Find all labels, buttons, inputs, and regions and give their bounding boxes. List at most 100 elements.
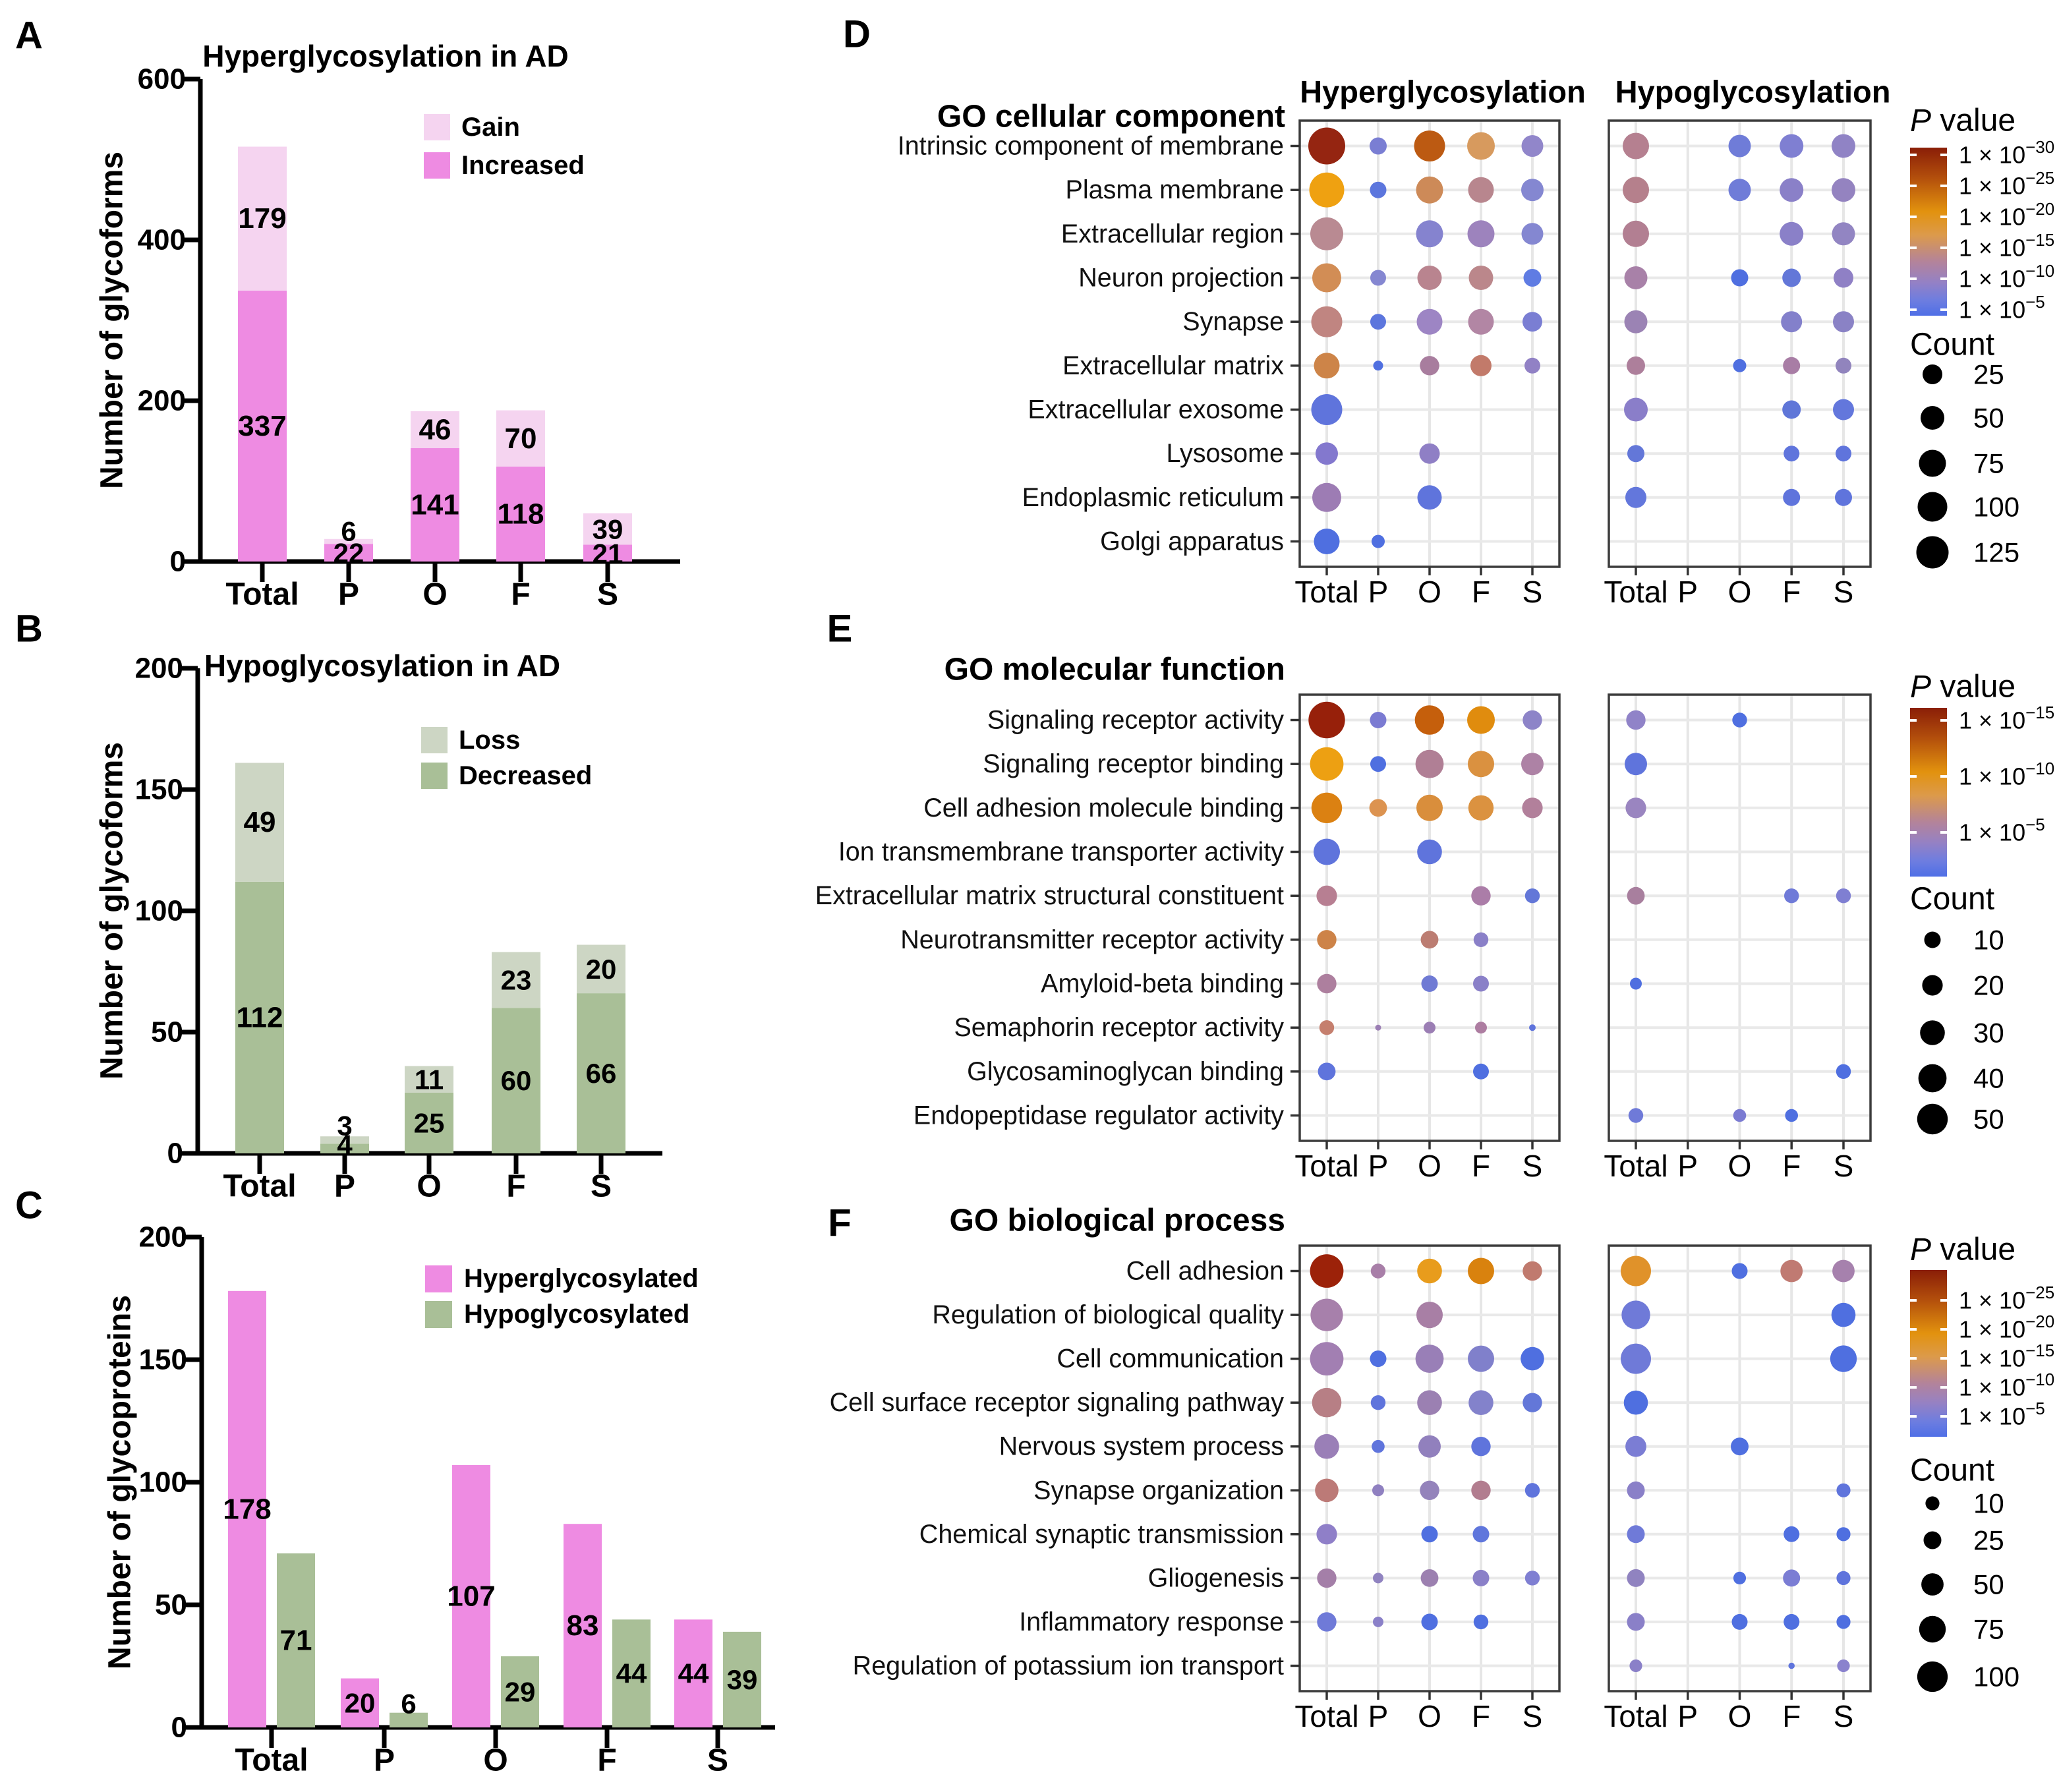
svg-text:1 × 10−5: 1 × 10−5 bbox=[1959, 815, 2045, 846]
svg-text:71: 71 bbox=[280, 1624, 312, 1656]
svg-text:50: 50 bbox=[1973, 1569, 2004, 1600]
svg-text:Endopeptidase regulator activi: Endopeptidase regulator activity bbox=[914, 1101, 1284, 1130]
svg-text:D: D bbox=[843, 13, 871, 56]
svg-text:Hypoglycosylation: Hypoglycosylation bbox=[1615, 74, 1891, 109]
svg-text:200: 200 bbox=[138, 385, 186, 417]
svg-text:10: 10 bbox=[1973, 1488, 2004, 1519]
svg-text:Semaphorin receptor activity: Semaphorin receptor activity bbox=[954, 1013, 1284, 1042]
svg-text:141: 141 bbox=[411, 488, 459, 521]
svg-text:Lysosome: Lysosome bbox=[1166, 439, 1284, 468]
svg-text:70: 70 bbox=[505, 422, 537, 455]
svg-text:F: F bbox=[1472, 575, 1490, 609]
svg-text:Nervous system process: Nervous system process bbox=[999, 1432, 1284, 1461]
svg-text:E: E bbox=[827, 608, 853, 650]
svg-text:20: 20 bbox=[1973, 970, 2004, 1001]
svg-text:25: 25 bbox=[1973, 1525, 2004, 1556]
svg-text:49: 49 bbox=[244, 806, 276, 838]
svg-text:Total: Total bbox=[225, 577, 299, 612]
svg-text:Count: Count bbox=[1910, 328, 1994, 362]
svg-text:P: P bbox=[334, 1169, 355, 1204]
svg-text:40: 40 bbox=[1973, 1063, 2004, 1094]
svg-text:O: O bbox=[1418, 1149, 1441, 1183]
svg-text:21: 21 bbox=[593, 538, 624, 569]
svg-text:112: 112 bbox=[237, 1001, 283, 1033]
svg-text:200: 200 bbox=[135, 652, 183, 685]
svg-text:Total: Total bbox=[1294, 1149, 1358, 1183]
svg-text:Intrinsic component of membran: Intrinsic component of membrane bbox=[898, 132, 1284, 161]
svg-text:Total: Total bbox=[1294, 1699, 1358, 1733]
svg-text:A: A bbox=[15, 14, 43, 57]
svg-text:P: P bbox=[1368, 1699, 1389, 1733]
svg-text:O: O bbox=[422, 577, 447, 612]
svg-text:P: P bbox=[1677, 1699, 1698, 1733]
svg-text:44: 44 bbox=[616, 1658, 647, 1689]
svg-text:P: P bbox=[374, 1743, 395, 1778]
svg-text:S: S bbox=[707, 1743, 728, 1778]
svg-text:39: 39 bbox=[727, 1664, 758, 1695]
svg-text:Hypoglycosylated: Hypoglycosylated bbox=[464, 1300, 689, 1329]
svg-text:1 × 10−10: 1 × 10−10 bbox=[1959, 261, 2054, 293]
svg-text:0: 0 bbox=[170, 546, 186, 578]
svg-text:C: C bbox=[15, 1184, 43, 1227]
svg-text:F: F bbox=[1782, 1699, 1801, 1733]
svg-text:179: 179 bbox=[238, 202, 286, 235]
svg-text:P: P bbox=[1368, 1149, 1389, 1183]
svg-text:Total: Total bbox=[235, 1743, 308, 1778]
svg-text:Cell adhesion: Cell adhesion bbox=[1126, 1257, 1284, 1286]
svg-text:O: O bbox=[483, 1743, 508, 1778]
svg-text:O: O bbox=[1728, 1699, 1752, 1733]
svg-text:75: 75 bbox=[1973, 448, 2004, 479]
svg-text:B: B bbox=[15, 608, 43, 650]
svg-text:Signaling receptor binding: Signaling receptor binding bbox=[983, 749, 1284, 778]
svg-text:F: F bbox=[1782, 575, 1801, 609]
svg-text:Extracellular matrix structura: Extracellular matrix structural constitu… bbox=[815, 881, 1284, 910]
svg-text:60: 60 bbox=[501, 1065, 532, 1096]
svg-text:O: O bbox=[1728, 575, 1752, 609]
svg-text:150: 150 bbox=[135, 774, 183, 806]
svg-text:Decreased: Decreased bbox=[459, 761, 592, 790]
svg-text:O: O bbox=[1418, 1699, 1441, 1733]
svg-text:Synapse organization: Synapse organization bbox=[1033, 1476, 1284, 1505]
svg-text:3: 3 bbox=[337, 1111, 352, 1142]
svg-text:P value: P value bbox=[1910, 1232, 2016, 1267]
svg-text:Regulation of potassium ion tr: Regulation of potassium ion transport bbox=[853, 1652, 1284, 1681]
svg-text:Cell adhesion molecule binding: Cell adhesion molecule binding bbox=[923, 794, 1284, 823]
svg-text:23: 23 bbox=[501, 964, 532, 995]
svg-text:F: F bbox=[511, 577, 530, 612]
svg-text:S: S bbox=[1522, 1149, 1543, 1183]
svg-text:6: 6 bbox=[401, 1689, 416, 1720]
svg-text:22: 22 bbox=[334, 538, 364, 569]
svg-text:S: S bbox=[1834, 1699, 1854, 1733]
svg-text:66: 66 bbox=[586, 1058, 617, 1089]
svg-text:400: 400 bbox=[138, 224, 186, 256]
svg-text:S: S bbox=[1522, 1699, 1543, 1733]
svg-text:Hyperglycosylation: Hyperglycosylation bbox=[1300, 74, 1586, 109]
svg-text:Hyperglycosylation in AD: Hyperglycosylation in AD bbox=[202, 39, 569, 73]
svg-text:S: S bbox=[1834, 1149, 1854, 1183]
svg-text:GO molecular function: GO molecular function bbox=[944, 652, 1285, 687]
svg-text:50: 50 bbox=[151, 1016, 183, 1049]
svg-text:25: 25 bbox=[1973, 359, 2004, 390]
svg-text:P value: P value bbox=[1910, 670, 2016, 705]
svg-text:Inflammatory response: Inflammatory response bbox=[1019, 1607, 1284, 1636]
svg-text:11: 11 bbox=[415, 1064, 444, 1095]
svg-text:F: F bbox=[1782, 1149, 1801, 1183]
svg-text:F: F bbox=[506, 1169, 525, 1204]
svg-text:0: 0 bbox=[171, 1712, 187, 1744]
svg-text:Extracellular region: Extracellular region bbox=[1061, 219, 1284, 248]
svg-text:600: 600 bbox=[138, 63, 186, 96]
svg-text:Total: Total bbox=[1294, 575, 1358, 609]
svg-text:Gain: Gain bbox=[461, 113, 520, 142]
svg-text:Cell communication: Cell communication bbox=[1057, 1344, 1284, 1373]
svg-text:Neurotransmitter receptor acti: Neurotransmitter receptor activity bbox=[900, 925, 1284, 954]
svg-text:Total: Total bbox=[223, 1169, 296, 1204]
svg-text:Endoplasmic reticulum: Endoplasmic reticulum bbox=[1022, 483, 1284, 512]
svg-text:Gliogenesis: Gliogenesis bbox=[1148, 1563, 1284, 1592]
svg-text:P value: P value bbox=[1910, 103, 2016, 138]
svg-text:F: F bbox=[597, 1743, 616, 1778]
svg-text:6: 6 bbox=[341, 516, 356, 547]
svg-text:125: 125 bbox=[1973, 537, 2019, 568]
svg-text:Plasma membrane: Plasma membrane bbox=[1066, 175, 1285, 204]
svg-text:1 × 10−10: 1 × 10−10 bbox=[1959, 1370, 2054, 1401]
svg-text:Number of glycoproteins: Number of glycoproteins bbox=[103, 1295, 138, 1669]
